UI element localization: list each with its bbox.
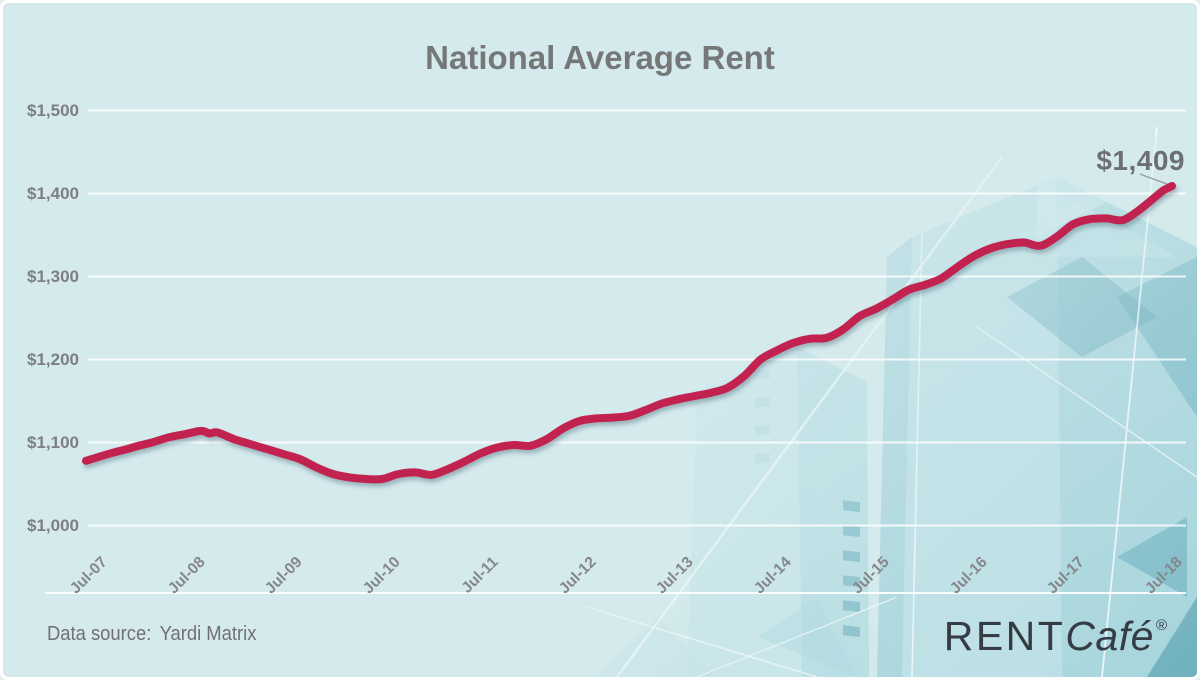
logo-cafe-text: Café bbox=[1065, 613, 1154, 659]
y-tick-label: $1,100 bbox=[27, 432, 79, 452]
last-value-annotation: $1,409 bbox=[1096, 145, 1185, 176]
rentcafe-logo: RENTCafé ® bbox=[944, 616, 1167, 657]
chart-title: National Average Rent bbox=[425, 39, 775, 76]
chart-canvas bbox=[45, 109, 1197, 677]
y-tick-label: $1,000 bbox=[27, 515, 79, 535]
data-source-label: Data source: bbox=[47, 623, 152, 645]
registered-trademark-icon: ® bbox=[1155, 617, 1167, 634]
logo-rent-text: RENT bbox=[943, 613, 1066, 659]
y-tick-label: $1,400 bbox=[27, 183, 79, 203]
data-source-note: Data source: Yardi Matrix bbox=[47, 623, 256, 646]
building-collage-backdrop bbox=[586, 126, 1197, 677]
data-source-name: Yardi Matrix bbox=[159, 623, 257, 645]
y-tick-label: $1,300 bbox=[27, 266, 79, 286]
rent-line-series bbox=[82, 182, 1176, 484]
y-tick-label: $1,200 bbox=[27, 349, 79, 369]
gridlines bbox=[45, 109, 1186, 594]
annotation-leader-line bbox=[1139, 173, 1168, 185]
y-tick-label: $1,500 bbox=[27, 100, 79, 120]
